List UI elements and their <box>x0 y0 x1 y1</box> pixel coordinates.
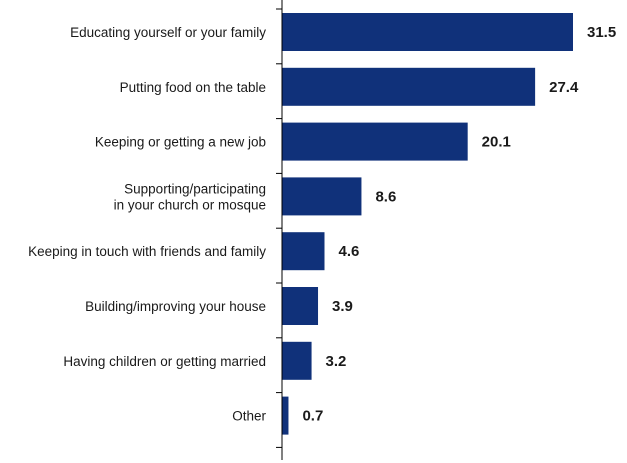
category-labels-layer: Educating yourself or your family Putting… <box>28 25 266 424</box>
value-label-4: 4.6 <box>338 243 359 260</box>
bar-6 <box>282 341 312 380</box>
bar-0 <box>282 13 573 51</box>
value-label-0: 31.5 <box>587 24 616 41</box>
bar-2 <box>282 122 468 161</box>
value-label-7: 0.7 <box>302 408 323 425</box>
value-label-3: 8.6 <box>375 188 396 205</box>
value-label-5: 3.9 <box>332 298 353 315</box>
category-label-4: Keeping in touch with friends and family <box>28 244 266 259</box>
category-label-6: Having children or getting married <box>63 354 266 369</box>
category-label-7: Other <box>232 409 266 424</box>
category-label-0: Educating yourself or your family <box>70 25 266 40</box>
bar-1 <box>282 67 536 106</box>
value-labels-layer: 31.5 27.4 20.1 8.6 4.6 3.9 3.2 0.7 <box>302 24 616 425</box>
bar-5 <box>282 287 319 325</box>
value-label-2: 20.1 <box>482 134 511 151</box>
bar-4 <box>282 232 325 271</box>
bars-layer <box>282 13 573 435</box>
value-label-6: 3.2 <box>326 353 347 370</box>
category-label-2: Keeping or getting a new job <box>95 135 266 150</box>
value-label-1: 27.4 <box>549 79 579 96</box>
bar-7 <box>282 396 289 435</box>
category-label-3: Supporting/participating in your church o… <box>114 181 266 212</box>
category-label-1: Putting food on the table <box>120 80 266 95</box>
axis-layer <box>276 0 283 460</box>
bar-3 <box>282 177 362 216</box>
category-label-5: Building/improving your house <box>85 299 266 314</box>
